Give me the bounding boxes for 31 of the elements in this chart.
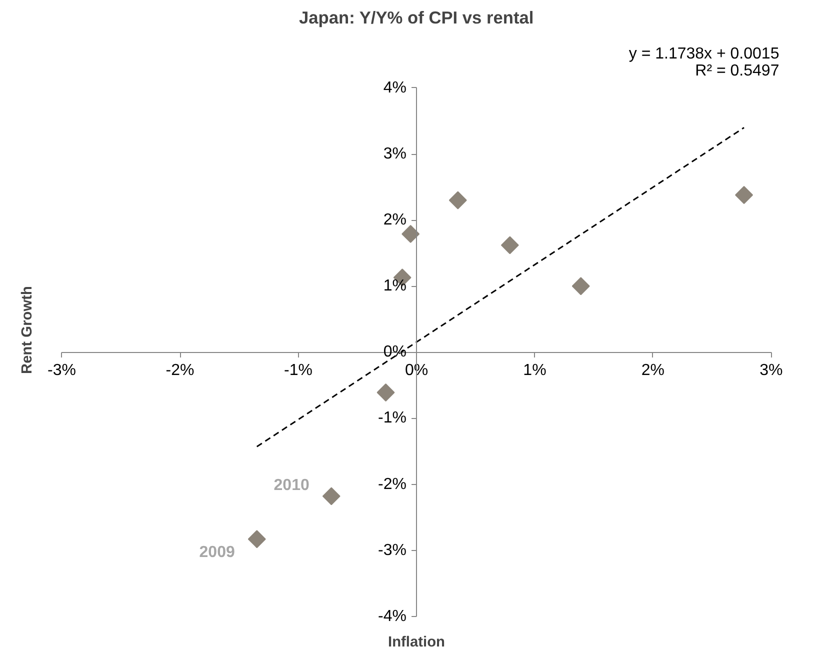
point	[500, 236, 519, 254]
x-tick-label: 1%	[523, 362, 546, 380]
y-tick-label: -1%	[378, 410, 406, 427]
text: R² = 0.5497	[695, 62, 780, 80]
point	[248, 530, 266, 548]
y-tick-label: 1%	[383, 278, 406, 295]
x-tick-label: -2%	[166, 362, 194, 380]
x-tick-label: 3%	[760, 362, 783, 380]
y-tick-label: -3%	[378, 542, 406, 559]
point	[572, 277, 590, 296]
point	[448, 191, 467, 210]
y-tick-label: 0%	[383, 344, 406, 361]
point	[402, 224, 420, 243]
y-tick-label: 3%	[383, 146, 406, 163]
text: y = 1.1738x + 0.0015	[628, 45, 780, 62]
y-tick-label: -2%	[378, 476, 406, 493]
point	[735, 186, 754, 204]
x-tick-label: 0%	[404, 362, 428, 380]
y-tick-label: 4%	[383, 79, 406, 96]
point	[322, 487, 340, 506]
annotation: 2009	[199, 544, 235, 562]
x-tick-label: -3%	[48, 362, 76, 380]
point	[376, 384, 395, 402]
y-axis-title: Rent Growth	[20, 286, 36, 374]
chart-title: Japan: Y/Y% of CPI vs rental	[299, 8, 534, 28]
x-axis-title: Inflation	[388, 634, 446, 650]
y-tick-label: 2%	[383, 212, 406, 229]
x-tick-label: -1%	[284, 362, 312, 380]
y-tick-label: -4%	[378, 608, 406, 625]
x-tick-label: 2%	[641, 362, 665, 380]
annotation: 2010	[274, 477, 310, 494]
